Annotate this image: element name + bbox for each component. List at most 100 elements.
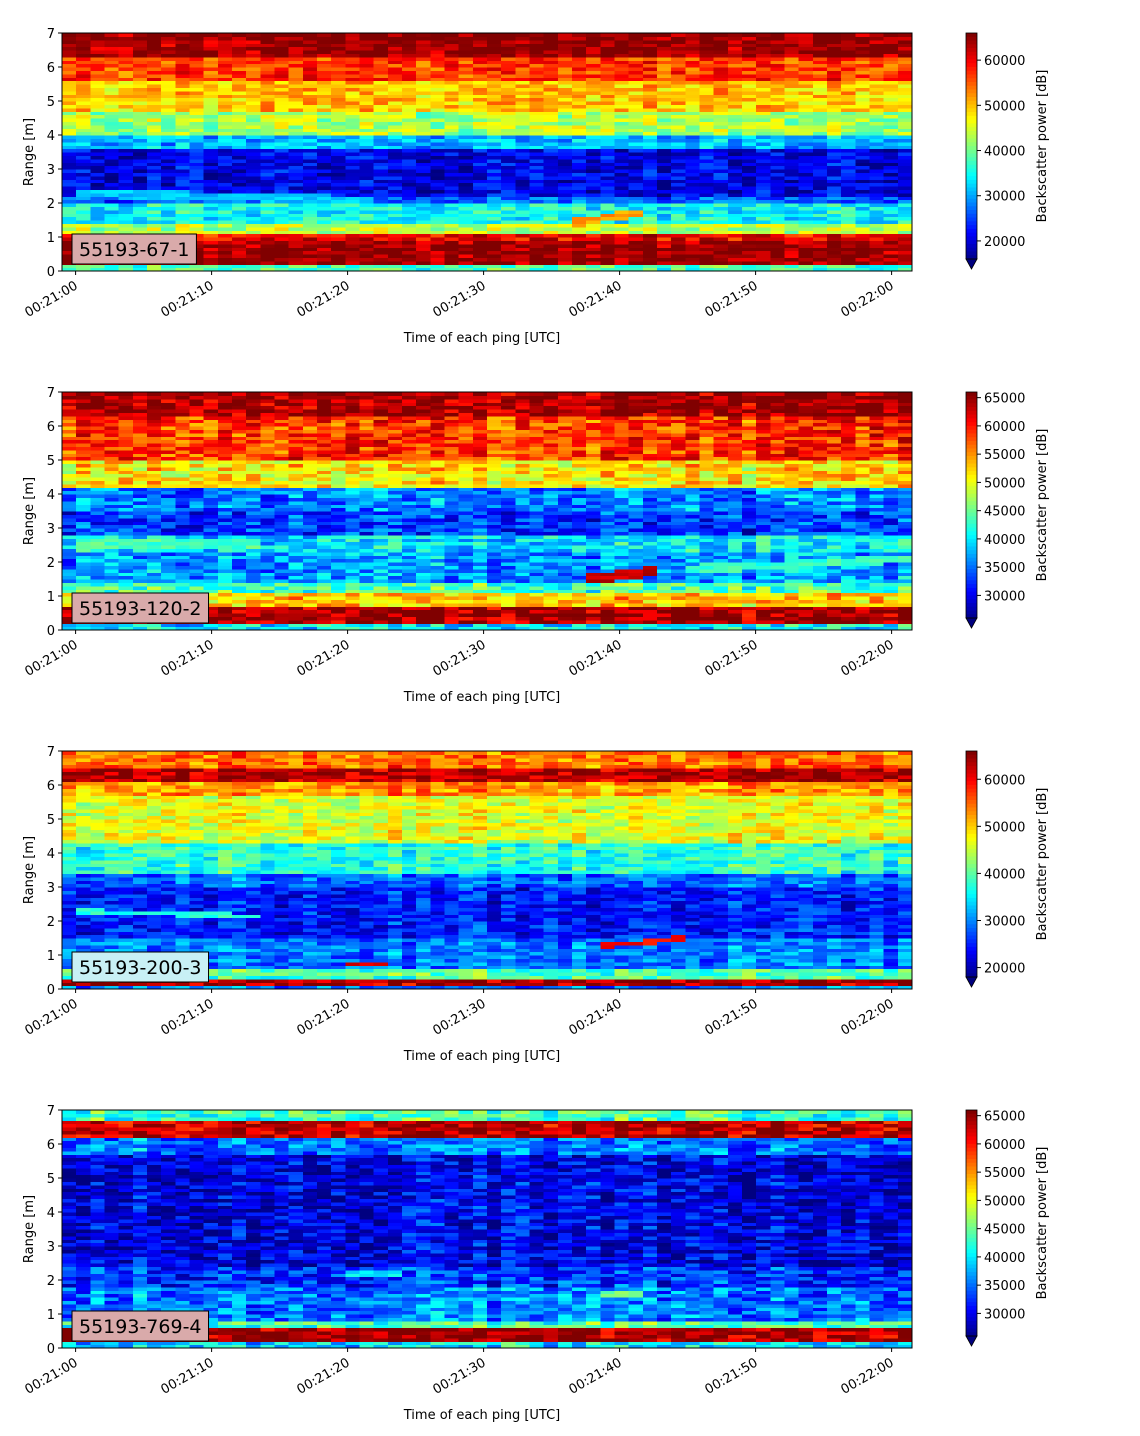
heatmap-cell — [175, 165, 191, 170]
heatmap-cell — [586, 165, 601, 170]
heatmap-cell — [897, 223, 913, 228]
heatmap-cell — [331, 226, 346, 231]
heatmap-cell — [90, 80, 106, 85]
heatmap-cell — [657, 124, 672, 129]
heatmap-cell — [76, 426, 91, 430]
heatmap-cell — [444, 175, 460, 180]
heatmap-cell — [246, 152, 261, 156]
heatmap-cell — [458, 114, 474, 119]
heatmap-cell — [104, 402, 120, 407]
heatmap-cell — [756, 128, 771, 133]
heatmap-cell — [756, 230, 771, 235]
heatmap-cell — [727, 121, 743, 126]
heatmap-cell — [713, 131, 729, 136]
heatmap-cell — [671, 250, 686, 255]
heatmap-cell — [288, 148, 304, 153]
heatmap-cell — [444, 67, 460, 71]
heatmap-cell — [515, 43, 531, 48]
heatmap-cell — [217, 233, 233, 238]
heatmap-cell — [812, 257, 828, 262]
heatmap-cell — [472, 206, 488, 211]
heatmap-cell — [444, 237, 460, 241]
heatmap-cell — [756, 226, 771, 231]
heatmap-cell — [713, 148, 729, 153]
heatmap-cell — [175, 517, 191, 522]
heatmap-cell — [883, 213, 899, 218]
heatmap-cell — [203, 250, 219, 255]
heatmap-cell — [232, 179, 247, 184]
heatmap-cell — [770, 94, 786, 99]
heatmap-cell — [642, 67, 658, 71]
colorbar-segment — [966, 179, 977, 185]
heatmap-cell — [699, 101, 715, 105]
heatmap-cell — [487, 94, 502, 99]
heatmap-cell — [628, 172, 644, 177]
heatmap-cell — [642, 203, 658, 207]
heatmap-cell — [727, 179, 743, 184]
heatmap-cell — [699, 162, 715, 167]
heatmap-cell — [345, 182, 361, 187]
heatmap-cell — [161, 534, 176, 539]
heatmap-cell — [628, 175, 644, 180]
heatmap-cell — [586, 128, 601, 133]
heatmap-cell — [472, 230, 488, 235]
heatmap-cell — [62, 548, 77, 553]
heatmap-cell — [217, 43, 233, 48]
heatmap-cell — [288, 179, 304, 184]
heatmap-cell — [642, 121, 658, 126]
heatmap-cell — [76, 128, 91, 133]
heatmap-cell — [118, 487, 134, 492]
heatmap-cell — [203, 70, 219, 75]
heatmap-cell — [76, 111, 91, 116]
heatmap-cell — [302, 165, 318, 170]
heatmap-cell — [76, 169, 91, 173]
heatmap-cell — [331, 237, 346, 241]
heatmap-cell — [118, 111, 134, 116]
heatmap-cell — [713, 158, 729, 163]
heatmap-cell — [657, 121, 672, 126]
heatmap-cell — [161, 500, 176, 505]
heatmap-cell — [770, 33, 786, 37]
heatmap-cell — [132, 534, 148, 539]
heatmap-cell — [529, 145, 545, 150]
heatmap-cell — [472, 87, 488, 92]
heatmap-cell — [671, 53, 686, 58]
heatmap-cell — [600, 223, 616, 228]
heatmap-cell — [444, 60, 460, 65]
heatmap-cell — [430, 121, 446, 126]
heatmap-cell — [472, 43, 488, 48]
heatmap-cell — [302, 250, 318, 255]
heatmap-cell — [317, 111, 332, 116]
heatmap-cell — [685, 196, 701, 201]
heatmap-cell — [246, 90, 261, 95]
heatmap-cell — [132, 548, 148, 553]
heatmap-cell — [557, 175, 573, 180]
heatmap-cell — [827, 97, 842, 102]
heatmap-cell — [685, 230, 701, 235]
heatmap-cell — [203, 237, 219, 241]
heatmap-cell — [161, 405, 176, 410]
heatmap-cell — [132, 162, 148, 167]
heatmap-cell — [430, 165, 446, 170]
heatmap-cell — [232, 39, 247, 44]
heatmap-cell — [529, 172, 545, 177]
heatmap-cell — [387, 209, 403, 214]
heatmap-cell — [501, 230, 516, 235]
heatmap-cell — [827, 138, 842, 143]
heatmap-cell — [897, 260, 913, 265]
heatmap-cell — [756, 114, 771, 119]
heatmap-cell — [232, 90, 247, 95]
heatmap-cell — [246, 73, 261, 78]
heatmap-cell — [189, 124, 205, 129]
heatmap-cell — [756, 240, 771, 245]
heatmap-cell — [798, 56, 814, 61]
heatmap-cell — [373, 230, 389, 235]
heatmap-cell — [657, 230, 672, 235]
heatmap-cell — [515, 189, 531, 194]
heatmap-cell — [317, 39, 332, 44]
heatmap-cell — [543, 84, 559, 88]
heatmap-cell — [572, 179, 587, 184]
heatmap-cell — [501, 213, 516, 218]
heatmap-cell — [118, 585, 134, 590]
heatmap-cell — [217, 158, 233, 163]
